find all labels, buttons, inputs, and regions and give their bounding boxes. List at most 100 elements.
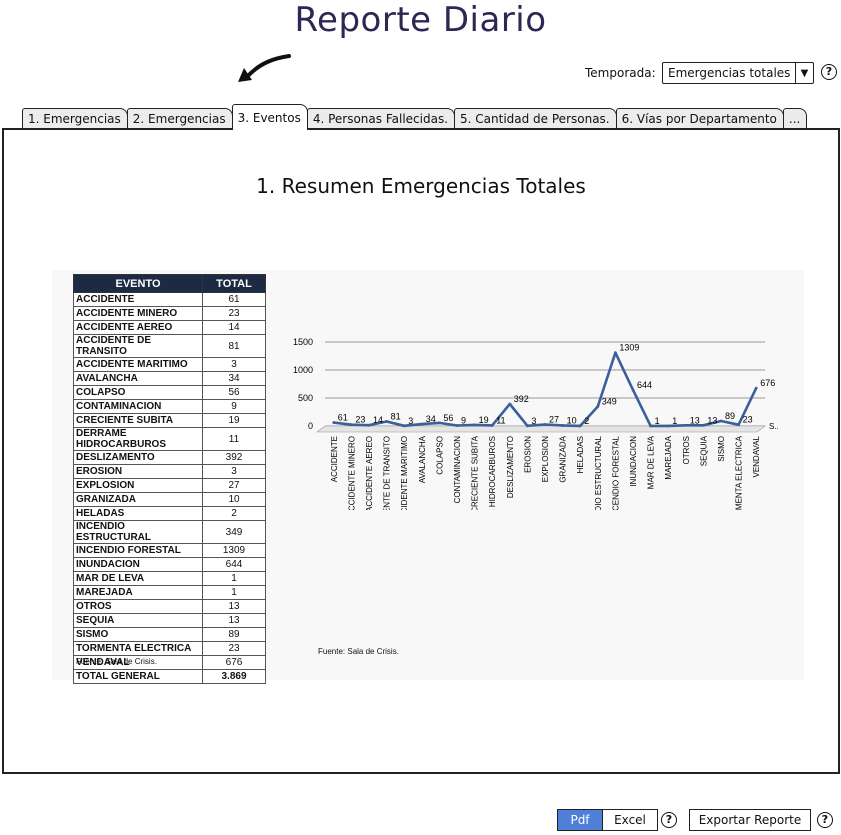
data-label: 3 (408, 416, 413, 426)
data-label: 13 (690, 415, 700, 425)
table-row: EROSION 3 (73, 464, 266, 479)
y-tick-label: 0 (308, 421, 313, 431)
tab-personas-fallecidas[interactable]: 4. Personas Fallecidas. (306, 108, 456, 130)
x-tick-label: ACCIDENTE AEREO (365, 436, 374, 510)
event-name-cell: INUNDACION (73, 557, 203, 572)
tab-eventos[interactable]: 3. Eventos (231, 104, 308, 130)
season-select-value: Emergencias totales (668, 66, 791, 80)
event-total-cell: 23 (202, 641, 266, 656)
event-total-cell: 1 (202, 571, 266, 586)
event-name-cell: SEQUIA (73, 613, 203, 628)
data-point (614, 351, 617, 355)
x-tick-label: COLAPSO (435, 436, 444, 475)
event-total-cell: 1309 (202, 543, 266, 558)
pdf-button[interactable]: Pdf (557, 809, 603, 831)
event-name-cell: CRECIENTE SUBITA (73, 413, 203, 428)
chevron-down-icon[interactable]: ▼ (795, 63, 813, 83)
x-tick-label: ACCIDENTE (330, 436, 339, 482)
x-tick-label: EXPLOSION (541, 436, 550, 482)
x-tick-label: DERRAME HIDROCARBUROS (488, 436, 497, 510)
table-row: OTROS 13 (73, 599, 266, 614)
data-label: 56 (443, 413, 453, 423)
event-total-cell: 81 (202, 334, 266, 358)
event-total-cell: 2 (202, 506, 266, 521)
tab-more[interactable]: ... (782, 108, 808, 130)
data-label: 27 (549, 414, 559, 424)
data-point (578, 424, 582, 428)
table-row: TORMENTA ELECTRICA 23 (73, 641, 266, 656)
data-point (438, 421, 441, 425)
data-point (490, 423, 494, 427)
table-row: MAREJADA 1 (73, 585, 266, 600)
data-label: 644 (637, 380, 652, 390)
event-name-cell: MAREJADA (73, 585, 203, 600)
table-row: ACCIDENTE MINERO 23 (73, 306, 266, 321)
x-tick-label: TORMENTA ELECTRICA (735, 435, 744, 510)
data-label: 1 (672, 416, 677, 426)
event-name-cell: INCENDIO ESTRUCTURAL (73, 520, 203, 544)
data-point (719, 419, 723, 423)
event-total-cell: 10 (202, 492, 266, 507)
table-total-row: TOTAL GENERAL 3.869 (73, 669, 266, 684)
event-name-cell: OTROS (73, 599, 203, 614)
tab-vias-departamento[interactable]: 6. Vías por Departamento (615, 108, 784, 130)
event-total-cell: 3 (202, 357, 266, 372)
data-point (402, 424, 406, 428)
x-tick-label: CRECIENTE SUBITA (471, 435, 480, 510)
data-point (526, 424, 529, 428)
data-label: 11 (496, 415, 505, 425)
event-name-cell: ACCIDENTE MINERO (73, 306, 203, 321)
event-total-cell: 56 (202, 385, 266, 400)
x-tick-label: SEQUIA (699, 435, 708, 466)
table-row: HELADAS 2 (73, 506, 266, 521)
tab-cantidad-personas[interactable]: 5. Cantidad de Personas. (454, 108, 617, 130)
x-tick-label: MAREJADA (664, 435, 673, 479)
event-name-cell: ACCIDENTE AEREO (73, 320, 203, 335)
x-tick-label: DESLIZAMENTO (506, 436, 515, 498)
x-tick-label: INCENDIO FORESTAL (611, 435, 620, 510)
x-tick-label: SISMO (717, 436, 726, 462)
data-label: 19 (479, 415, 489, 425)
data-point (684, 423, 688, 427)
help-icon[interactable]: ? (661, 812, 677, 828)
chart-floor (316, 425, 766, 433)
trailing-label: S.. (769, 422, 779, 431)
events-table: EVENTO TOTAL ACCIDENTE 61 ACCIDENTE MINERO… (73, 274, 266, 684)
arrow-sketch-icon (238, 54, 291, 82)
data-label: 1 (655, 416, 660, 426)
data-label: 3 (531, 416, 536, 426)
event-name-cell: GRANIZADA (73, 492, 203, 507)
table-row: AVALANCHA 34 (73, 371, 266, 386)
x-tick-label: INUNDACION (629, 436, 638, 487)
data-point (737, 423, 740, 427)
event-name-cell: HELADAS (73, 506, 203, 521)
season-select[interactable]: Emergencias totales ▼ (662, 62, 814, 84)
tab-bar: 1. Emergencias 2. Emergencias 3. Eventos… (22, 104, 808, 130)
event-total-cell: 3 (202, 464, 266, 479)
tab-emergencias-1[interactable]: 1. Emergencias (22, 108, 128, 130)
data-point (367, 423, 371, 427)
help-icon[interactable]: ? (817, 812, 833, 828)
tab-emergencias-2[interactable]: 2. Emergencias (126, 108, 233, 130)
table-row: DESLIZAMENTO 392 (73, 450, 266, 465)
x-tick-label: HELADAS (576, 436, 585, 473)
data-label: 13 (707, 415, 717, 425)
excel-button[interactable]: Excel (602, 809, 658, 831)
event-name-cell: EXPLOSION (73, 478, 203, 493)
event-total-cell: 392 (202, 450, 266, 465)
export-report-button[interactable]: Exportar Reporte (689, 809, 811, 831)
help-icon[interactable]: ? (821, 64, 837, 80)
event-name-cell: CONTAMINACION (73, 399, 203, 414)
data-point (702, 423, 705, 427)
event-name-cell: AVALANCHA (73, 371, 203, 386)
data-label: 23 (355, 415, 365, 425)
data-point (350, 423, 353, 427)
table-row: INCENDIO ESTRUCTURAL 349 (73, 520, 266, 544)
event-total-cell: 27 (202, 478, 266, 493)
table-row: CONTAMINACION 9 (73, 399, 266, 414)
event-total-cell: 349 (202, 520, 266, 544)
event-name-cell: EROSION (73, 464, 203, 479)
x-tick-label: GRANIZADA (559, 435, 568, 482)
page-title: Reporte Diario (294, 0, 547, 40)
event-name-cell: COLAPSO (73, 385, 203, 400)
